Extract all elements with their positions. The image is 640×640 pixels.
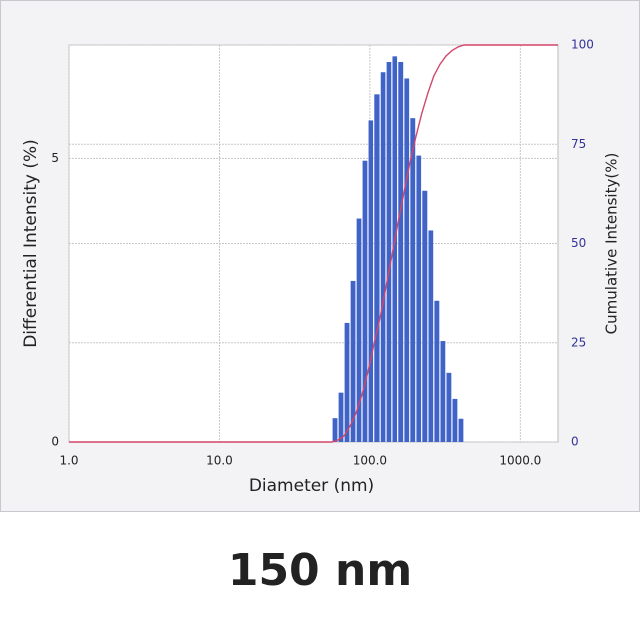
bar	[458, 418, 464, 442]
bar	[362, 160, 368, 442]
bar	[392, 56, 398, 442]
bar	[332, 418, 338, 442]
x-tick-label: 10.0	[206, 454, 233, 468]
bar	[428, 230, 434, 442]
y2-axis-title: Cumulative Intensity(%)	[603, 153, 621, 335]
bar	[440, 341, 446, 442]
y-tick-label: 5	[51, 151, 59, 165]
bar	[380, 72, 386, 443]
bar	[386, 62, 392, 443]
bar	[446, 372, 452, 442]
bar	[356, 218, 362, 442]
bar	[422, 190, 428, 442]
bar	[338, 392, 344, 442]
y2-tick-label: 0	[571, 435, 579, 449]
caption: 150 nm	[227, 545, 413, 596]
bar	[404, 78, 410, 442]
bar	[434, 300, 440, 442]
bar	[344, 322, 350, 442]
bar	[410, 118, 416, 442]
bar	[350, 280, 356, 442]
x-tick-label: 1000.0	[499, 454, 541, 468]
bar	[416, 155, 422, 443]
x-tick-label: 100.0	[353, 454, 387, 468]
x-tick-label: 1.0	[59, 454, 78, 468]
y2-tick-label: 100	[571, 38, 594, 52]
x-axis-title: Diameter (nm)	[249, 476, 374, 496]
y2-tick-label: 75	[571, 137, 586, 151]
y-tick-label: 0	[51, 435, 59, 449]
y-axis-title: Differential Intensity (%)	[21, 139, 41, 348]
chart-panel: 1.0 10.0 100.0 1000.0 0 5 0 25 50 75 100 Diameter (…	[0, 0, 640, 512]
bar	[398, 62, 404, 443]
y2-tick-label: 50	[571, 236, 586, 250]
cumulative-line	[69, 44, 558, 443]
bar	[374, 94, 380, 442]
bar	[368, 120, 374, 443]
y2-tick-label: 25	[571, 335, 586, 349]
bar	[452, 398, 458, 442]
